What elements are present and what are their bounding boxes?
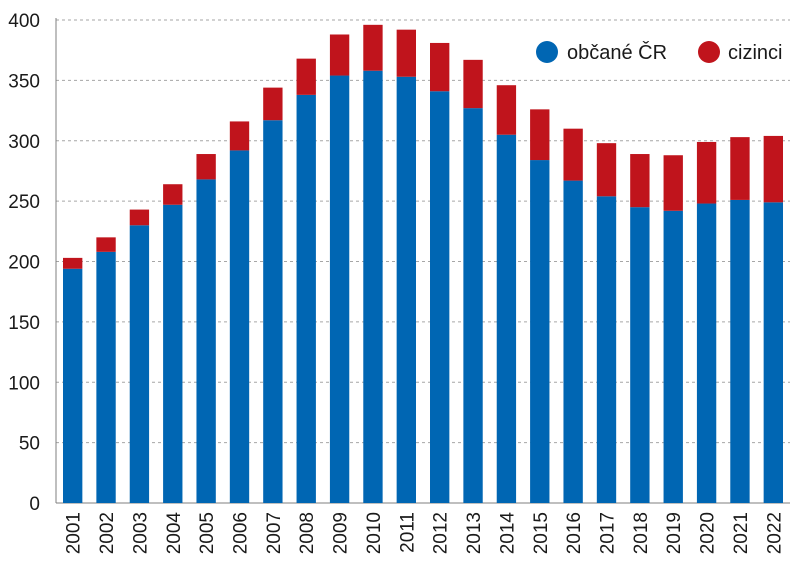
bar-foreigners: [196, 154, 216, 180]
bar-foreigners: [263, 87, 283, 121]
x-tick-label: 2003: [130, 512, 151, 554]
x-tick-label: 2015: [531, 512, 552, 554]
x-tick-label: 2014: [497, 512, 518, 555]
bar-citizens: [196, 179, 216, 503]
bar-foreigners: [463, 59, 483, 109]
y-tick-label: 150: [8, 313, 40, 334]
y-tick-label: 250: [8, 192, 40, 213]
x-axis: 2001 2002 2003 2004 2005 2006 2007 2008 2009 2010…: [64, 512, 786, 555]
bar-citizens: [630, 207, 650, 503]
bar-foreigners: [596, 143, 617, 197]
bar-foreigners: [296, 58, 316, 95]
x-tick-label: 2005: [197, 512, 218, 554]
bar-citizens: [430, 91, 450, 504]
y-tick-label: 100: [8, 373, 40, 394]
bar-citizens: [763, 202, 783, 503]
bar-citizens: [563, 180, 583, 503]
y-tick-label: 50: [19, 434, 40, 455]
bar-foreigners: [363, 24, 383, 71]
bars: [63, 24, 783, 504]
legend-swatch-citizens: [536, 41, 558, 63]
legend-swatch-foreigners: [698, 41, 720, 63]
bar-citizens: [496, 134, 517, 503]
x-tick-label: 2011: [397, 512, 418, 553]
bar-foreigners: [763, 135, 783, 203]
x-tick-label: 2020: [698, 512, 719, 554]
bar-citizens: [296, 94, 316, 504]
legend: občané ČR cizinci: [536, 41, 782, 64]
bar-foreigners: [430, 42, 450, 92]
y-tick-label: 200: [8, 253, 40, 274]
bar-citizens: [663, 210, 683, 503]
bar-foreigners: [329, 34, 350, 76]
x-tick-label: 2017: [598, 512, 619, 554]
y-tick-label: 350: [8, 71, 40, 92]
x-tick-label: 2001: [64, 512, 85, 554]
bar-foreigners: [396, 29, 416, 77]
x-tick-label: 2009: [331, 512, 352, 554]
legend-item-foreigners: cizinci: [698, 41, 782, 64]
bar-citizens: [129, 225, 150, 503]
legend-item-citizens: občané ČR: [536, 41, 667, 64]
x-tick-label: 2010: [364, 512, 385, 554]
x-tick-label: 2021: [731, 512, 752, 554]
bar-citizens: [363, 70, 383, 503]
bar-foreigners: [663, 155, 683, 211]
x-tick-label: 2004: [164, 512, 185, 555]
x-tick-label: 2019: [664, 512, 685, 554]
bar-citizens: [96, 251, 116, 503]
x-tick-label: 2016: [564, 512, 585, 554]
bar-citizens: [730, 199, 750, 504]
bar-foreigners: [229, 121, 250, 151]
bar-foreigners: [163, 184, 183, 205]
x-tick-label: 2018: [631, 512, 652, 554]
bar-foreigners: [129, 209, 150, 226]
y-tick-label: 300: [8, 132, 40, 153]
legend-label-foreigners: cizinci: [728, 42, 782, 64]
legend-label-citizens: občané ČR: [567, 41, 667, 64]
bar-foreigners: [696, 141, 717, 204]
x-tick-label: 2007: [264, 512, 285, 554]
bar-citizens: [263, 120, 283, 503]
bar-foreigners: [563, 128, 583, 181]
y-tick-label: 400: [8, 11, 40, 32]
bar-foreigners: [630, 154, 650, 208]
bar-foreigners: [530, 109, 550, 161]
x-tick-label: 2022: [764, 512, 785, 554]
x-tick-label: 2008: [297, 512, 318, 554]
bar-foreigners: [96, 237, 116, 252]
y-tick-label: 0: [29, 494, 40, 515]
x-tick-label: 2013: [464, 512, 485, 554]
x-tick-label: 2006: [231, 512, 252, 554]
bar-citizens: [396, 76, 416, 503]
bar-citizens: [63, 268, 83, 503]
bar-citizens: [596, 196, 617, 504]
bar-foreigners: [63, 257, 83, 269]
bar-citizens: [163, 204, 183, 503]
bar-foreigners: [496, 85, 517, 135]
bar-foreigners: [730, 137, 750, 200]
bar-citizens: [463, 108, 483, 504]
bar-citizens: [530, 160, 550, 503]
bar-citizens: [696, 203, 717, 504]
bar-citizens: [229, 150, 250, 503]
bar-citizens: [329, 75, 350, 504]
x-tick-label: 2012: [431, 512, 452, 554]
x-tick-label: 2002: [97, 512, 118, 554]
